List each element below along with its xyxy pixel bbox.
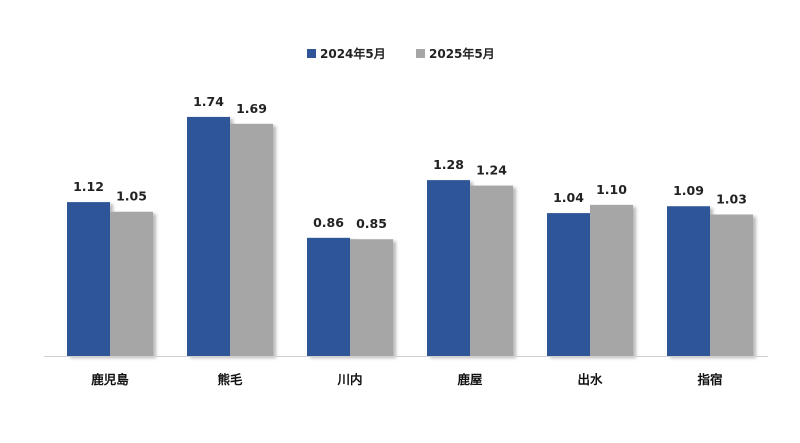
bar-series2-1	[230, 123, 273, 356]
category-label-1: 熊毛	[217, 372, 243, 387]
bar-series2-2	[350, 239, 393, 356]
data-label-series2-0: 1.05	[116, 189, 147, 204]
data-label-series1-3: 1.28	[433, 157, 464, 172]
legend-swatch-2	[416, 49, 425, 58]
bar-series1-3	[427, 180, 470, 356]
bar-series1-1	[187, 116, 230, 356]
data-labels-group: 1.12 1.05 1.74 1.69 0.86 0.85 1.28 1.24 1.04 1.10…	[73, 94, 747, 231]
bar-series1-2	[307, 237, 350, 356]
bar-series2-0	[110, 211, 153, 356]
bar-series2-5	[710, 214, 753, 356]
legend-label-1: 2024年5月	[320, 46, 386, 61]
bar-series1-4	[547, 213, 590, 356]
bar-series1-5	[667, 206, 710, 356]
data-label-series2-1: 1.69	[236, 101, 267, 116]
category-label-4: 出水	[577, 372, 603, 387]
legend: 2024年5月 2025年5月	[307, 46, 495, 61]
data-label-series1-4: 1.04	[553, 190, 584, 205]
data-label-series1-1: 1.74	[193, 94, 224, 109]
bars-group	[67, 116, 753, 356]
data-label-series1-2: 0.86	[313, 215, 344, 230]
bar-series2-3	[470, 185, 513, 356]
legend-swatch-1	[307, 49, 316, 58]
bar-series1-0	[67, 202, 110, 356]
data-label-series1-5: 1.09	[673, 183, 704, 198]
legend-label-2: 2025年5月	[429, 46, 495, 61]
category-label-0: 鹿児島	[91, 372, 129, 387]
category-label-2: 川内	[336, 372, 362, 387]
data-label-series2-5: 1.03	[716, 191, 747, 206]
data-label-series2-4: 1.10	[596, 182, 627, 197]
data-label-series1-0: 1.12	[73, 179, 104, 194]
category-label-3: 鹿屋	[457, 372, 483, 387]
category-labels-group: 鹿児島 熊毛 川内 鹿屋 出水 指宿	[91, 372, 722, 387]
bar-series2-4	[590, 204, 633, 356]
data-label-series2-3: 1.24	[476, 163, 507, 178]
data-label-series2-2: 0.85	[356, 216, 387, 231]
category-label-5: 指宿	[697, 372, 722, 387]
